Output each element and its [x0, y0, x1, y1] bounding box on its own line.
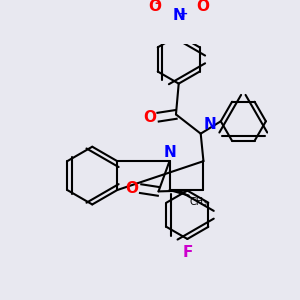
Text: -: -	[154, 0, 160, 11]
Text: O: O	[125, 181, 138, 196]
Text: O: O	[196, 0, 210, 14]
Text: O: O	[143, 110, 156, 125]
Text: N: N	[203, 117, 216, 132]
Text: N: N	[163, 145, 176, 160]
Text: CH₃: CH₃	[190, 197, 208, 207]
Text: +: +	[178, 9, 188, 19]
Text: F: F	[183, 245, 193, 260]
Text: N: N	[172, 8, 185, 23]
Text: O: O	[148, 0, 161, 14]
